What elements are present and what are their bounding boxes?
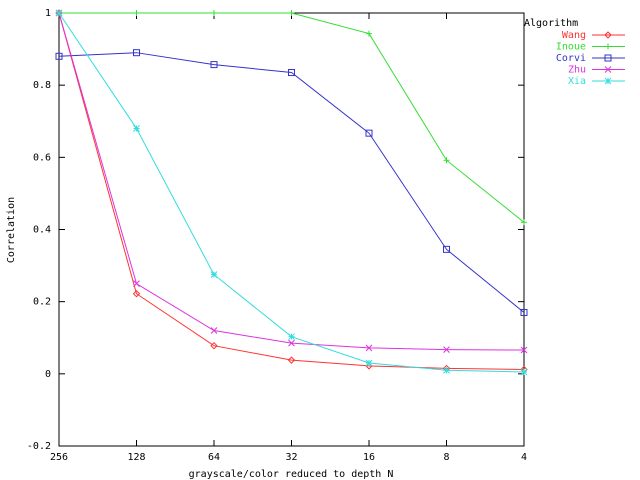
legend-label: Corvi: [556, 53, 586, 64]
data-point: [288, 339, 295, 347]
series-inoue: [56, 10, 527, 226]
y-axis: -0.2 0 0.2 0.4 0.6 0.8 1: [27, 8, 524, 452]
data-point: [288, 10, 295, 16]
series-line: [58, 52, 525, 313]
x-tick-label: 4: [521, 452, 527, 463]
legend-label: Xia: [568, 76, 586, 87]
data-point: [133, 49, 140, 57]
y-tick-label: 1: [45, 8, 51, 19]
data-point: [132, 290, 141, 298]
x-axis-label: grayscale/color reduced to depth N: [189, 469, 394, 480]
data-point: [605, 43, 611, 50]
data-point: [604, 77, 612, 85]
data-point: [211, 10, 217, 16]
data-point: [288, 69, 295, 77]
legend-label: Inoue: [556, 42, 586, 53]
y-tick-label: 0.4: [33, 225, 51, 236]
data-point: [287, 356, 296, 364]
y-tick-label: 0.2: [33, 297, 51, 308]
data-point: [210, 341, 218, 350]
data-point: [55, 9, 63, 17]
data-point: [210, 271, 218, 278]
data-point: [604, 54, 612, 62]
data-point: [443, 245, 450, 253]
y-tick-label: -0.2: [27, 441, 51, 452]
x-tick-label: 32: [285, 452, 297, 463]
legend-label: Zhu: [568, 65, 586, 76]
x-tick-label: 128: [127, 452, 145, 463]
data-point: [521, 219, 527, 226]
series-line: [58, 12, 525, 373]
y-tick-label: 0.8: [33, 80, 51, 91]
series-line: [58, 12, 525, 371]
data-point: [365, 344, 373, 352]
data-point: [210, 327, 218, 334]
data-point: [366, 30, 372, 37]
data-point: [365, 359, 373, 367]
data-point: [604, 66, 612, 73]
series-xia: [55, 9, 528, 376]
data-point: [443, 157, 450, 164]
x-tick-label: 64: [208, 452, 220, 463]
x-tick-label: 16: [363, 452, 375, 463]
series-zhu: [55, 9, 528, 354]
data-point: [133, 280, 140, 287]
y-tick-label: 0.6: [33, 152, 51, 163]
y-tick-label: 0: [45, 369, 51, 380]
data-point: [443, 346, 450, 354]
data-point: [443, 366, 450, 374]
legend-label: Wang: [562, 30, 586, 41]
data-point: [365, 129, 373, 137]
series-corvi: [55, 49, 528, 316]
data-point: [520, 346, 528, 354]
data-point: [55, 52, 63, 60]
data-point: [604, 31, 612, 39]
data-point: [133, 125, 140, 132]
plot-frame: [58, 12, 525, 447]
legend-title: Algorithm: [524, 18, 578, 29]
series-layer: [55, 9, 528, 376]
data-point: [210, 61, 218, 69]
data-point: [288, 333, 295, 341]
data-point: [520, 308, 528, 316]
data-point: [520, 368, 528, 376]
data-point: [133, 10, 140, 16]
x-tick-label: 256: [50, 452, 68, 463]
series-wang: [55, 9, 528, 374]
y-axis-label: Correlation: [6, 197, 17, 263]
series-line: [58, 12, 525, 351]
x-tick-label: 8: [443, 452, 449, 463]
